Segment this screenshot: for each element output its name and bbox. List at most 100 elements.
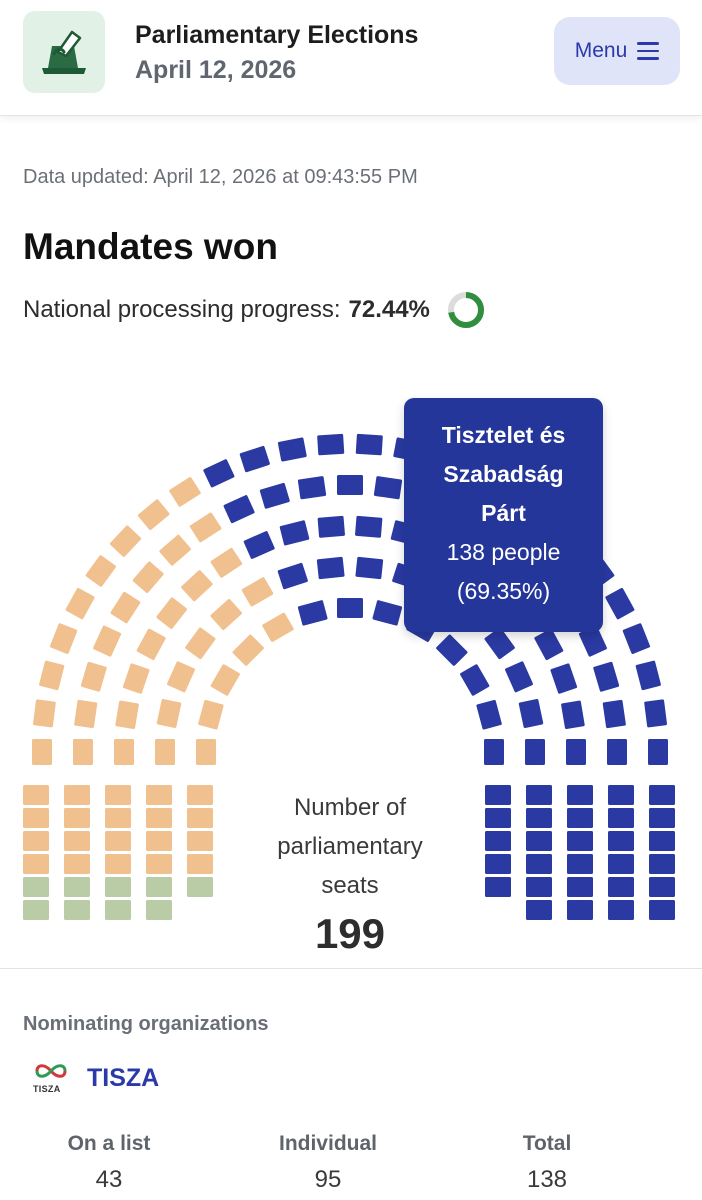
seat[interactable] <box>232 634 265 667</box>
seat[interactable] <box>122 663 150 694</box>
seat[interactable] <box>608 831 634 851</box>
seat[interactable] <box>608 808 634 828</box>
seat[interactable] <box>115 700 139 730</box>
seat[interactable] <box>243 531 275 560</box>
seat[interactable] <box>74 699 98 729</box>
seat[interactable] <box>223 495 255 524</box>
seat[interactable] <box>649 854 675 874</box>
seat[interactable] <box>23 831 49 851</box>
seat[interactable] <box>137 499 170 531</box>
seat[interactable] <box>561 700 585 730</box>
seat[interactable] <box>146 854 172 874</box>
seat[interactable] <box>187 877 213 897</box>
seat[interactable] <box>484 739 504 765</box>
seat[interactable] <box>593 661 620 693</box>
seat[interactable] <box>337 598 363 618</box>
seat[interactable] <box>277 562 308 590</box>
seat[interactable] <box>65 587 95 620</box>
seat[interactable] <box>485 831 511 851</box>
seat[interactable] <box>649 900 675 920</box>
seat[interactable] <box>485 854 511 874</box>
seat[interactable] <box>567 808 593 828</box>
seat[interactable] <box>136 628 166 661</box>
seat[interactable] <box>526 877 552 897</box>
seat[interactable] <box>484 627 515 660</box>
seat[interactable] <box>355 515 383 538</box>
seat[interactable] <box>169 476 202 507</box>
seat[interactable] <box>297 476 327 500</box>
seat[interactable] <box>644 699 667 728</box>
seat[interactable] <box>476 699 502 730</box>
seat[interactable] <box>114 739 134 765</box>
seat[interactable] <box>64 785 90 805</box>
seat[interactable] <box>602 699 627 729</box>
seat[interactable] <box>648 739 668 765</box>
seat[interactable] <box>80 661 108 693</box>
seat[interactable] <box>73 739 93 765</box>
seat[interactable] <box>518 698 544 729</box>
seat[interactable] <box>649 785 675 805</box>
seat[interactable] <box>23 877 49 897</box>
seat[interactable] <box>187 808 213 828</box>
seat[interactable] <box>608 854 634 874</box>
seat[interactable] <box>64 831 90 851</box>
seat[interactable] <box>85 555 116 588</box>
seat[interactable] <box>187 785 213 805</box>
seat[interactable] <box>373 476 403 500</box>
seat[interactable] <box>23 808 49 828</box>
party-name-link[interactable]: TISZA <box>87 1063 160 1092</box>
seat[interactable] <box>355 556 384 580</box>
seat[interactable] <box>526 831 552 851</box>
seat[interactable] <box>156 597 188 630</box>
seat[interactable] <box>317 515 346 538</box>
seat[interactable] <box>105 808 131 828</box>
seat[interactable] <box>534 628 564 661</box>
seat[interactable] <box>608 900 634 920</box>
seat[interactable] <box>167 661 196 693</box>
seat[interactable] <box>259 482 291 510</box>
seat[interactable] <box>39 660 65 691</box>
seat[interactable] <box>23 854 49 874</box>
seat[interactable] <box>317 433 345 456</box>
seat[interactable] <box>297 600 328 626</box>
seat[interactable] <box>526 785 552 805</box>
seat[interactable] <box>64 808 90 828</box>
seat[interactable] <box>64 877 90 897</box>
seat[interactable] <box>608 785 634 805</box>
seat[interactable] <box>105 831 131 851</box>
seat[interactable] <box>316 556 345 580</box>
seat[interactable] <box>49 623 78 655</box>
seat[interactable] <box>277 437 307 462</box>
seat[interactable] <box>526 854 552 874</box>
seat[interactable] <box>23 900 49 920</box>
seat[interactable] <box>550 663 578 694</box>
seat[interactable] <box>372 600 403 626</box>
seat[interactable] <box>159 534 192 566</box>
seat[interactable] <box>210 664 240 697</box>
seat[interactable] <box>146 785 172 805</box>
seat[interactable] <box>607 739 627 765</box>
seat[interactable] <box>187 854 213 874</box>
ballot-box-icon[interactable] <box>23 11 105 93</box>
seat[interactable] <box>210 547 243 578</box>
seat[interactable] <box>105 854 131 874</box>
seat[interactable] <box>33 699 56 728</box>
seat[interactable] <box>622 623 651 655</box>
seat[interactable] <box>567 854 593 874</box>
seat[interactable] <box>146 831 172 851</box>
seat[interactable] <box>567 785 593 805</box>
party-row[interactable]: TISZA TISZA <box>31 1058 159 1098</box>
seat[interactable] <box>189 512 222 543</box>
seat[interactable] <box>105 785 131 805</box>
seat[interactable] <box>146 808 172 828</box>
seat[interactable] <box>505 661 534 693</box>
seat[interactable] <box>649 877 675 897</box>
menu-button[interactable]: Menu <box>554 17 680 85</box>
seat[interactable] <box>93 625 122 657</box>
seat[interactable] <box>525 739 545 765</box>
seat[interactable] <box>64 854 90 874</box>
seat[interactable] <box>146 900 172 920</box>
seat[interactable] <box>181 570 214 602</box>
seat[interactable] <box>23 785 49 805</box>
seat[interactable] <box>337 475 363 495</box>
